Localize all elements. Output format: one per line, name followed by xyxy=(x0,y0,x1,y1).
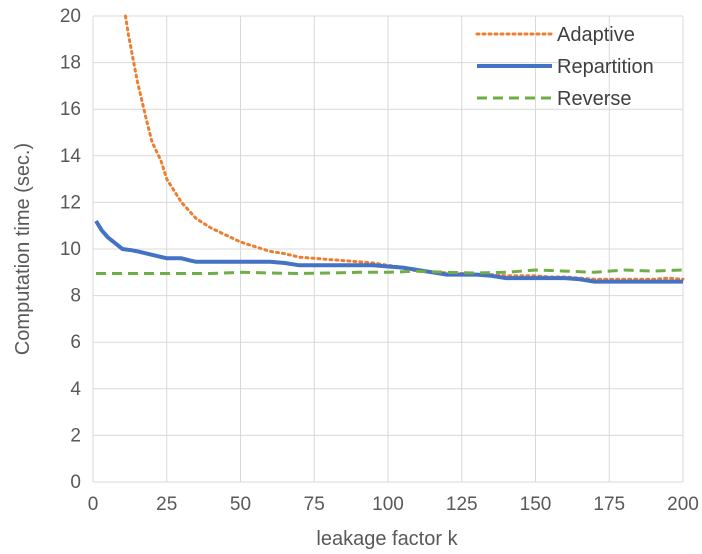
x-tick-label: 50 xyxy=(230,494,251,515)
x-tick-label: 100 xyxy=(372,494,404,515)
y-tick-label: 14 xyxy=(60,146,82,167)
y-tick-label: 2 xyxy=(70,425,81,446)
y-tick-label: 18 xyxy=(60,53,81,74)
x-tick-label: 25 xyxy=(156,494,177,515)
x-tick-label: 75 xyxy=(304,494,325,515)
series-line-repartition xyxy=(94,219,683,284)
legend-label-repartition: Repartition xyxy=(557,56,654,78)
series-lines xyxy=(94,14,685,284)
legend: Adaptive Repartition Reverse xyxy=(475,24,654,110)
y-tick-label: 10 xyxy=(60,239,81,260)
gridlines xyxy=(92,15,684,483)
x-axis-title: leakage factor k xyxy=(316,528,458,550)
y-tick-label: 0 xyxy=(70,472,81,493)
x-tick-label: 150 xyxy=(520,494,552,515)
x-tick-label: 200 xyxy=(667,494,699,515)
y-tick-label: 6 xyxy=(70,332,81,353)
y-tick-label: 4 xyxy=(70,379,81,400)
y-axis-title: Computation time (sec.) xyxy=(12,143,34,355)
y-tick-label: 12 xyxy=(60,192,81,213)
y-tick-label: 16 xyxy=(60,99,81,120)
legend-label-adaptive: Adaptive xyxy=(557,24,635,46)
y-tick-label: 20 xyxy=(60,6,81,27)
series-line-reverse xyxy=(96,268,684,275)
x-tick-label: 175 xyxy=(593,494,625,515)
legend-label-reverse: Reverse xyxy=(557,88,631,110)
y-tick-label: 8 xyxy=(70,286,81,307)
x-tick-label: 0 xyxy=(88,494,99,515)
x-tick-label: 125 xyxy=(446,494,478,515)
